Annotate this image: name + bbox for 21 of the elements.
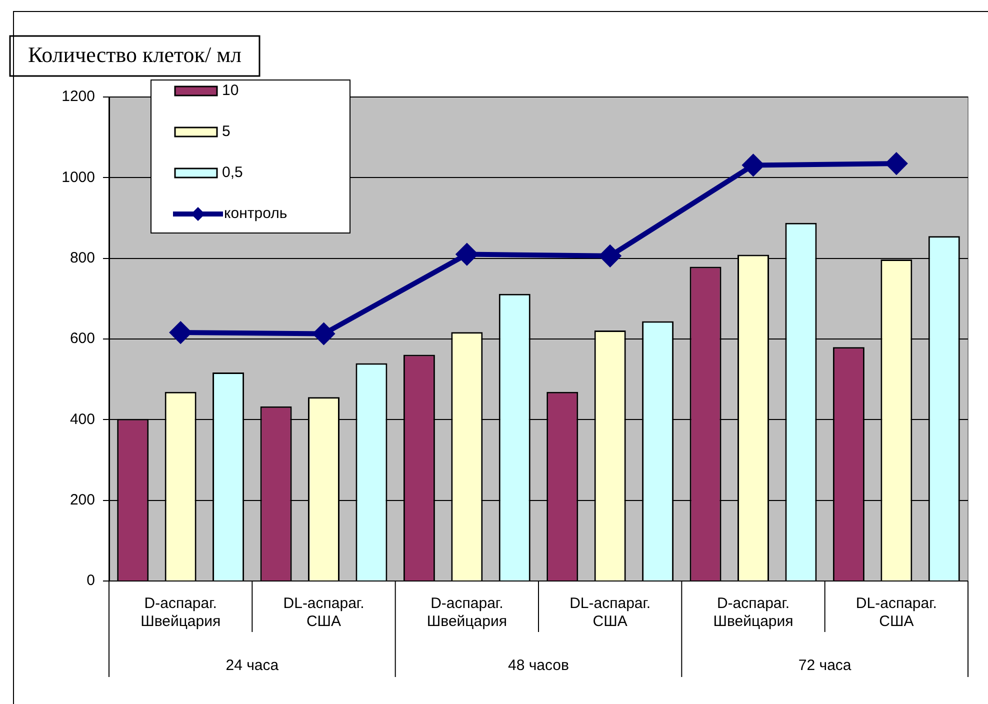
- legend-label: контроль: [224, 205, 288, 222]
- y-axis-title: Количество клеток/ мл: [28, 42, 242, 67]
- legend-label: 5: [222, 123, 230, 140]
- x-tick-label: DL-аспараг. США: [856, 595, 937, 630]
- x-tick-label: DL-аспараг. США: [570, 595, 651, 630]
- x-tick-label: D-аспараг. Швейцария: [713, 595, 794, 630]
- legend-label: 10: [222, 82, 239, 100]
- y-tick-label: 0: [86, 572, 95, 590]
- legend-label: 0,5: [222, 164, 243, 182]
- y-tick-label: 600: [70, 330, 95, 348]
- y-tick-label: 1200: [62, 88, 95, 106]
- x-tick-label: DL-аспараг. США: [283, 595, 364, 630]
- y-tick-label: 400: [70, 410, 95, 428]
- text: 72 часа: [798, 657, 852, 674]
- text: 24 часа: [226, 657, 280, 674]
- y-tick-label: 800: [70, 249, 95, 266]
- y-tick-label: 200: [70, 491, 95, 508]
- x-tick-label: D-аспараг. Швейцария: [140, 595, 221, 630]
- x-tick-label: D-аспараг. Швейцария: [426, 595, 507, 630]
- text: 48 часов: [508, 657, 570, 674]
- y-tick-label: 1000: [62, 168, 95, 186]
